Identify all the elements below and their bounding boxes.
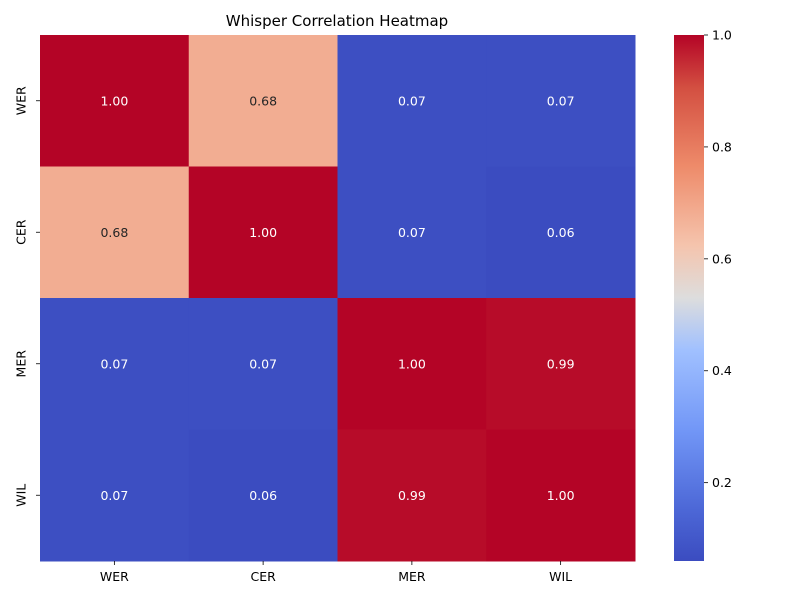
y-axis: WER CER MER WIL [14,86,40,507]
heatmap-cell [40,429,190,562]
cell-value-label: 0.07 [249,356,277,371]
cell-value-label: 1.00 [398,356,426,371]
colorbar-axis: 0.2 0.4 0.6 0.8 1.0 [704,28,732,490]
colorbar-tick-label: 1.0 [712,28,732,43]
cell-value-label: 0.06 [547,225,575,240]
heatmap-cell [337,298,487,430]
heatmap-cell [188,298,338,430]
cell-value-label: 0.07 [100,488,128,503]
cell-value-label: 0.07 [398,93,426,108]
heatmap-cell [40,35,190,167]
cell-value-label: 0.07 [100,356,128,371]
heatmap-cell [486,429,636,562]
x-tick-label: MER [398,569,426,584]
colorbar-tick-label: 0.8 [712,139,732,154]
x-tick-label: CER [250,569,276,584]
heatmap-cell [337,429,487,562]
heatmap-cell [188,35,338,167]
x-axis: WER CER MER WIL [100,561,572,584]
heatmap-cell [337,35,487,167]
cell-value-label: 0.07 [547,93,575,108]
y-tick-label: CER [14,219,29,245]
y-tick-label: MER [14,350,29,378]
cell-value-label: 0.06 [249,488,277,503]
cell-value-label: 1.00 [249,225,277,240]
cell-value-label: 0.07 [398,225,426,240]
heatmap-cell [188,429,338,562]
heatmap-cells: 1.00 0.68 0.07 0.07 0.68 1.00 0.07 0.06 0.07 0.07… [40,35,636,562]
cell-value-label: 1.00 [100,93,128,108]
colorbar-tick-label: 0.6 [712,251,732,266]
heatmap-cell [188,166,338,299]
heatmap-cell [40,298,190,430]
colorbar-tick-label: 0.4 [712,363,732,378]
y-tick-label: WER [14,86,29,115]
cell-value-label: 0.99 [398,488,426,503]
cell-value-label: 1.00 [547,488,575,503]
x-tick-label: WER [100,569,129,584]
colorbar-tick-label: 0.2 [712,475,732,490]
colorbar [674,35,704,561]
heatmap-cell [40,166,190,299]
chart-title: Whisper Correlation Heatmap [226,12,448,30]
heatmap-cell [486,35,636,167]
heatmap-cell [486,298,636,430]
cell-value-label: 0.68 [100,225,128,240]
cell-value-label: 0.99 [547,356,575,371]
x-tick-label: WIL [549,569,572,584]
y-tick-label: WIL [14,484,29,507]
heatmap-cell [486,166,636,299]
heatmap-cell [337,166,487,299]
cell-value-label: 0.68 [249,93,277,108]
